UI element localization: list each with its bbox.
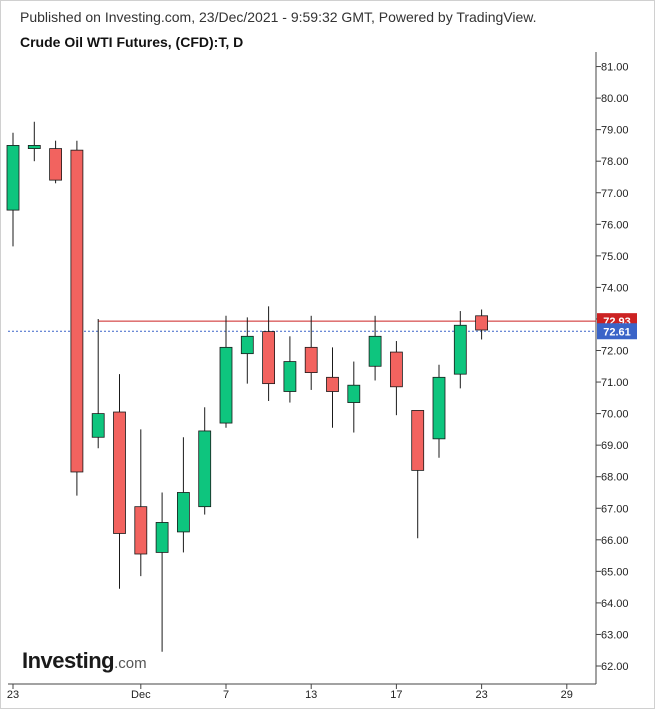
x-tick-label: 7 — [223, 689, 229, 701]
logo-name: Investing — [22, 648, 115, 673]
x-tick-label: 13 — [305, 689, 317, 701]
y-tick-label: 76.00 — [601, 219, 629, 231]
candle-body-down — [134, 506, 148, 555]
candle-body-up — [6, 145, 20, 211]
candle-body-up — [27, 145, 41, 149]
candle-body-up — [240, 335, 254, 355]
x-tick-label: 23 — [7, 689, 19, 701]
y-tick-label: 75.00 — [601, 251, 629, 263]
candle-body-down — [326, 376, 339, 392]
y-tick-label: 79.00 — [601, 125, 629, 137]
y-tick-label: 77.00 — [601, 188, 629, 200]
candle-body-up — [432, 376, 446, 440]
investing-logo: Investing.com — [22, 648, 147, 674]
published-caption: Published on Investing.com, 23/Dec/2021 … — [20, 9, 537, 25]
candle-body-up — [219, 346, 233, 424]
x-tick-label: 29 — [561, 689, 573, 701]
candle-body-down — [70, 149, 84, 473]
candle-body-up — [347, 384, 361, 403]
logo-suffix: .com — [114, 655, 147, 672]
y-tick-label: 63.00 — [601, 629, 629, 641]
y-tick-label: 71.00 — [601, 377, 629, 389]
candle-body-up — [155, 522, 169, 553]
y-tick-label: 69.00 — [601, 440, 629, 452]
level-label-box — [597, 323, 637, 340]
x-tick-label: 23 — [475, 689, 487, 701]
y-tick-label: 67.00 — [601, 503, 629, 515]
level-label: 72.61 — [603, 326, 631, 338]
candle-body-down — [411, 410, 425, 471]
candle-body-down — [262, 331, 276, 385]
y-tick-label: 68.00 — [601, 472, 629, 484]
candle-body-up — [283, 361, 297, 392]
candle-body-up — [176, 492, 190, 533]
candle-body-up — [198, 430, 212, 508]
candle-body-down — [113, 411, 126, 534]
candle-body-up — [453, 324, 467, 375]
candle-body-up — [368, 335, 382, 367]
y-tick-label: 72.00 — [601, 346, 629, 358]
chart-title: Crude Oil WTI Futures, (CFD):T, D — [20, 34, 244, 50]
y-tick-label: 74.00 — [601, 282, 629, 294]
y-tick-label: 81.00 — [601, 62, 629, 74]
candle-body-down — [389, 351, 403, 388]
y-tick-label: 70.00 — [601, 409, 629, 421]
y-tick-label: 66.00 — [601, 535, 629, 547]
x-tick-label: Dec — [131, 689, 151, 701]
x-tick-label: 17 — [390, 689, 402, 701]
y-tick-label: 64.00 — [601, 598, 629, 610]
candle-body-down — [475, 315, 489, 331]
y-tick-label: 80.00 — [601, 93, 629, 105]
y-tick-label: 65.00 — [601, 566, 629, 578]
candle-body-up — [91, 413, 105, 438]
y-tick-label: 78.00 — [601, 156, 629, 168]
candle-body-down — [304, 346, 318, 373]
candle-body-down — [49, 148, 62, 181]
y-tick-label: 62.00 — [601, 661, 629, 673]
